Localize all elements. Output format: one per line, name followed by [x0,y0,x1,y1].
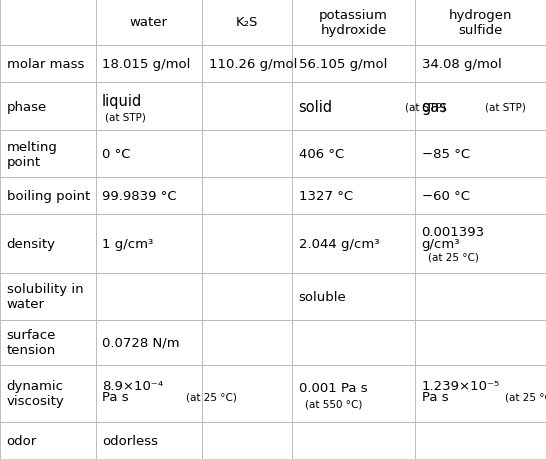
Text: 34.08 g/mol: 34.08 g/mol [422,58,501,71]
Bar [415,422,546,459]
Text: 1 g/cm³: 1 g/cm³ [102,238,153,251]
Bar [415,215,546,273]
Text: 1327 °C: 1327 °C [299,190,353,203]
Bar [415,83,546,131]
Bar [202,215,292,273]
Text: −85 °C: −85 °C [422,148,470,161]
Bar [96,178,202,215]
Bar [292,83,415,131]
Bar [96,422,202,459]
Bar [415,178,546,215]
Bar [292,422,415,459]
Bar [0,46,96,83]
Bar [96,273,202,320]
Bar [0,365,96,422]
Text: g/cm³: g/cm³ [422,238,460,251]
Bar [202,131,292,178]
Bar [202,273,292,320]
Text: (at STP): (at STP) [105,112,146,123]
Text: 8.9×10⁻⁴: 8.9×10⁻⁴ [102,379,163,392]
Text: (at 25 °C): (at 25 °C) [428,252,479,262]
Bar [96,0,202,46]
Bar [202,46,292,83]
Text: melting
point: melting point [7,140,57,168]
Text: Pa s: Pa s [422,390,448,403]
Bar [96,320,202,365]
Bar [415,365,546,422]
Text: 0.001 Pa s: 0.001 Pa s [299,381,367,394]
Bar [0,178,96,215]
Text: 0.0728 N/m: 0.0728 N/m [102,336,180,349]
Bar [292,273,415,320]
Text: density: density [7,238,56,251]
Bar [96,365,202,422]
Bar [0,422,96,459]
Text: molar mass: molar mass [7,58,84,71]
Bar [415,273,546,320]
Text: 110.26 g/mol: 110.26 g/mol [209,58,297,71]
Bar [415,320,546,365]
Bar [96,46,202,83]
Text: 18.015 g/mol: 18.015 g/mol [102,58,191,71]
Text: surface
tension: surface tension [7,329,56,357]
Bar [292,131,415,178]
Bar [96,83,202,131]
Bar [202,320,292,365]
Bar [292,365,415,422]
Text: boiling point: boiling point [7,190,90,203]
Text: 99.9839 °C: 99.9839 °C [102,190,177,203]
Text: hydrogen
sulfide: hydrogen sulfide [449,9,512,37]
Bar [292,46,415,83]
Text: liquid: liquid [102,94,143,109]
Bar [0,83,96,131]
Bar [415,131,546,178]
Bar [202,365,292,422]
Text: gas: gas [422,100,448,114]
Text: 2.044 g/cm³: 2.044 g/cm³ [299,238,379,251]
Text: dynamic
viscosity: dynamic viscosity [7,380,64,408]
Text: (at STP): (at STP) [405,102,446,112]
Text: soluble: soluble [299,290,346,303]
Text: Pa s: Pa s [102,390,129,403]
Text: (at 25 °C): (at 25 °C) [505,392,546,401]
Bar [96,131,202,178]
Bar [202,422,292,459]
Bar [202,178,292,215]
Bar [0,320,96,365]
Bar [0,273,96,320]
Bar [292,215,415,273]
Bar [202,83,292,131]
Text: 0.001393: 0.001393 [422,226,485,239]
Text: odorless: odorless [102,434,158,447]
Bar [96,215,202,273]
Bar [292,320,415,365]
Bar [292,178,415,215]
Text: −60 °C: −60 °C [422,190,470,203]
Text: 56.105 g/mol: 56.105 g/mol [299,58,387,71]
Text: (at 550 °C): (at 550 °C) [305,399,363,409]
Text: (at 25 °C): (at 25 °C) [186,392,237,401]
Text: odor: odor [7,434,37,447]
Bar [0,0,96,46]
Bar [202,0,292,46]
Text: 406 °C: 406 °C [299,148,344,161]
Text: 1.239×10⁻⁵: 1.239×10⁻⁵ [422,379,500,392]
Bar [415,0,546,46]
Text: (at STP): (at STP) [485,102,526,112]
Text: solid: solid [299,100,333,114]
Text: water: water [130,17,168,29]
Bar [0,215,96,273]
Bar [292,0,415,46]
Bar [415,46,546,83]
Bar [0,131,96,178]
Text: 0 °C: 0 °C [102,148,130,161]
Text: phase: phase [7,101,47,113]
Text: solubility in
water: solubility in water [7,282,83,310]
Text: K₂S: K₂S [236,17,258,29]
Text: potassium
hydroxide: potassium hydroxide [319,9,388,37]
